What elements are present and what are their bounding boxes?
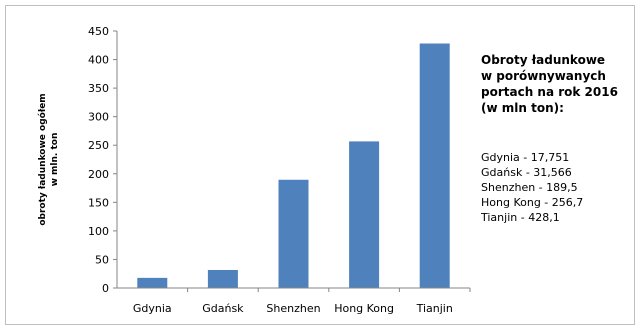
annotation-title-line: portach na rok 2016 [481, 84, 636, 100]
annotation-value-line: Tianjin - 428,1 [481, 210, 636, 225]
x-tick-label: Tianjin [416, 302, 453, 315]
y-axis-label-line: w mln. ton [50, 133, 60, 187]
y-tick-label: 350 [88, 82, 109, 95]
bar [420, 44, 450, 288]
bar [137, 278, 167, 288]
annotation-values: Gdynia - 17,751 Gdańsk - 31,566 Shenzhen… [481, 150, 636, 225]
bars [137, 44, 449, 288]
annotation-title-line: Obroty ładunkowe [481, 52, 636, 68]
annotation-title: Obroty ładunkowe w porównywanych portach… [481, 52, 636, 116]
y-tick-label: 0 [102, 282, 109, 295]
bar [279, 180, 309, 288]
annotation-value-line: Shenzhen - 189,5 [481, 180, 636, 195]
y-tick-label: 100 [88, 225, 109, 238]
x-axis-ticks: Gdynia Gdańsk Shenzhen Hong Kong Tianjin [133, 288, 470, 315]
y-tick-label: 400 [88, 54, 109, 67]
x-tick-label: Hong Kong [334, 302, 394, 315]
x-tick-label: Gdańsk [202, 302, 244, 315]
y-axis-label-line: obroty ładunkowe ogółem [37, 93, 48, 225]
y-tick-label: 250 [88, 139, 109, 152]
y-tick-label: 450 [88, 25, 109, 38]
bar [349, 141, 379, 288]
y-tick-label: 200 [88, 168, 109, 181]
annotation-value-line: Hong Kong - 256,7 [481, 195, 636, 210]
y-axis-ticks: 0 50 100 150 200 250 300 350 400 450 [88, 25, 117, 295]
x-tick-label: Shenzhen [266, 302, 320, 315]
bar [208, 270, 238, 288]
y-axis-label: obroty ładunkowe ogółem w mln. ton [37, 93, 60, 225]
y-tick-label: 300 [88, 111, 109, 124]
y-tick-label: 150 [88, 196, 109, 209]
annotation-title-line: w porównywanych [481, 68, 636, 84]
annotation-title-line: (w mln ton): [481, 100, 636, 116]
annotation-value-line: Gdańsk - 31,566 [481, 165, 636, 180]
annotation-value-line: Gdynia - 17,751 [481, 150, 636, 165]
y-tick-label: 50 [95, 253, 109, 266]
x-tick-label: Gdynia [133, 302, 172, 315]
